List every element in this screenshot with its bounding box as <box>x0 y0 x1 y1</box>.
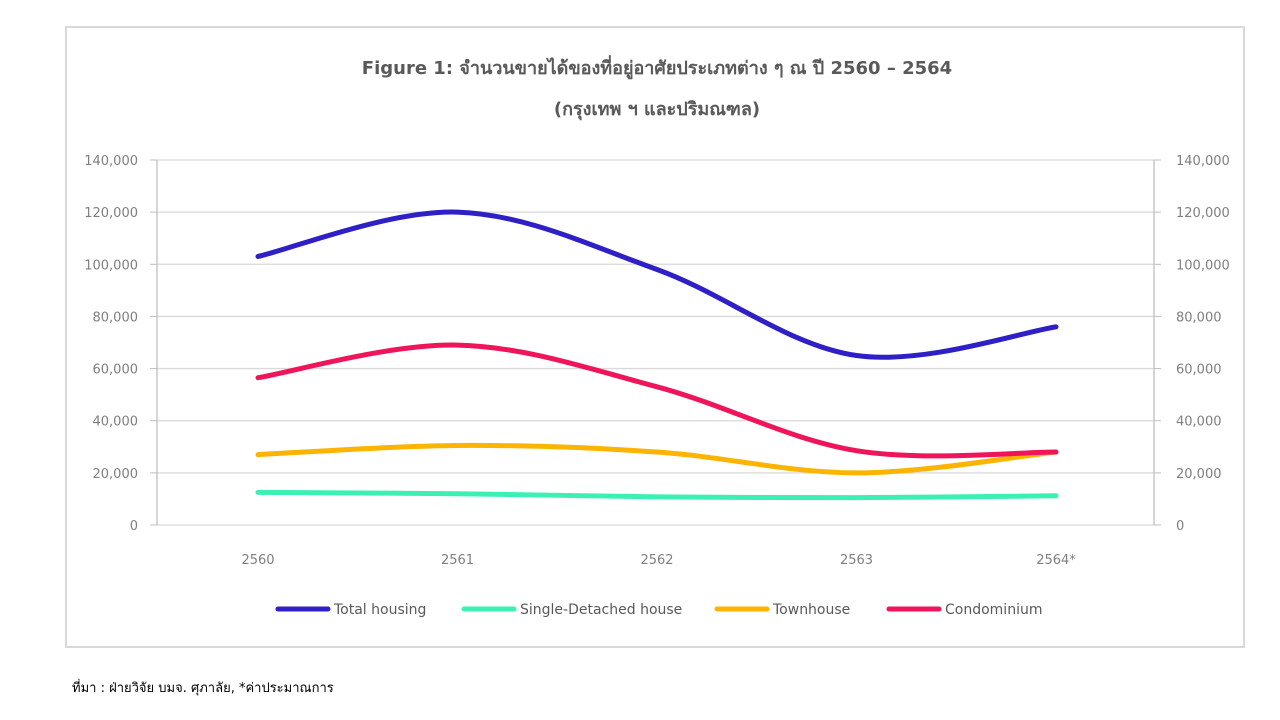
legend-label: Total housing <box>333 602 426 618</box>
y-tick-label-left: 80,000 <box>93 310 139 325</box>
source-note: ที่มา : ฝ่ายวิจัย บมจ. ศุภาลัย, *ค่าประม… <box>72 681 334 696</box>
axes: 0 0 20,000 20,000 40,000 40,000 60,000 60,000 80… <box>84 154 1230 568</box>
x-tick-label: 2564* <box>1036 553 1076 568</box>
legend-label: Condominium <box>945 602 1042 618</box>
y-tick-label-right: 100,000 <box>1176 258 1230 273</box>
x-tick-label: 2560 <box>241 553 274 568</box>
series-line-single-detached-house <box>255 489 1059 501</box>
y-tick-label-right: 140,000 <box>1176 154 1230 169</box>
chart-svg: Figure 1: จำนวนขายได้ของที่อยู่อาศัยประเ… <box>84 55 1230 618</box>
y-tick-label-left: 20,000 <box>93 467 139 482</box>
chart-title: Figure 1: จำนวนขายได้ของที่อยู่อาศัยประเ… <box>362 55 952 80</box>
series-lines <box>255 209 1059 501</box>
chart-frame: Figure 1: จำนวนขายได้ของที่อยู่อาศัยประเ… <box>65 26 1245 648</box>
y-tick-label-right: 0 <box>1176 519 1184 534</box>
y-tick-label-left: 60,000 <box>93 363 139 378</box>
chart-subtitle: (กรุงเทพ ฯ และปริมณฑล) <box>554 99 760 121</box>
y-tick-label-left: 0 <box>130 519 138 534</box>
y-tick-label-left: 120,000 <box>84 206 138 221</box>
series-line-total-housing <box>255 209 1059 360</box>
legend: Total housing Single-Detached house Townho… <box>275 602 1042 618</box>
y-tick-label-right: 120,000 <box>1176 206 1230 221</box>
series-line-condominium <box>255 342 1059 459</box>
legend-label: Single-Detached house <box>520 602 682 618</box>
y-tick-label-left: 100,000 <box>84 258 138 273</box>
y-tick-label-right: 60,000 <box>1176 363 1222 378</box>
y-tick-label-right: 80,000 <box>1176 310 1222 325</box>
y-tick-label-right: 40,000 <box>1176 415 1222 430</box>
y-tick-label-left: 140,000 <box>84 154 138 169</box>
x-tick-label: 2563 <box>840 553 873 568</box>
x-tick-label: 2561 <box>441 553 474 568</box>
legend-label: Townhouse <box>772 602 850 618</box>
series-line-townhouse <box>255 442 1059 476</box>
y-tick-label-left: 40,000 <box>93 415 139 430</box>
y-tick-label-right: 20,000 <box>1176 467 1222 482</box>
x-tick-label: 2562 <box>640 553 673 568</box>
gridlines <box>157 159 1154 526</box>
